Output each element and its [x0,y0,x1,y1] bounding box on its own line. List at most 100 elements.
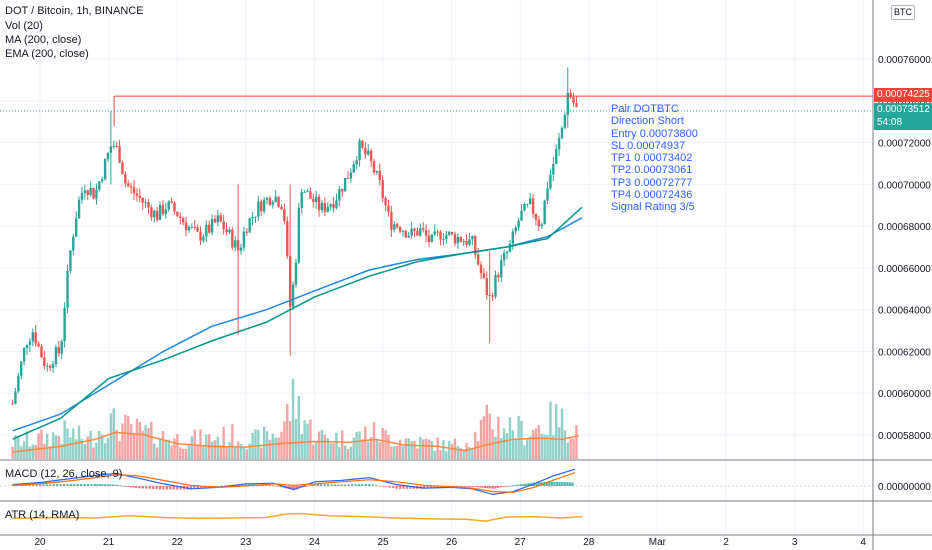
candle-body [320,203,324,211]
volume-bar [514,439,517,459]
candle-body [219,215,222,222]
macd-histogram-bar [514,484,518,486]
candle-body [540,224,543,227]
candle [436,229,439,237]
candle [103,158,107,181]
candle [40,343,43,358]
price-tick-label: 0.00058000 [878,431,931,442]
macd-histogram-bar [49,484,52,486]
volume-bar [355,431,358,459]
volume-bar [11,446,14,459]
volume-bar [286,403,289,459]
candle-body [251,216,254,219]
candle-body [566,92,569,115]
candle [245,228,248,236]
candle-body [164,209,168,215]
candle-body [352,164,355,173]
candle-body [153,210,156,218]
volume-bar [14,435,17,459]
candle-body [147,202,150,208]
candle [225,222,228,236]
volume-bar [575,425,578,459]
candle-body [450,231,454,235]
candle [465,234,468,248]
volume-bar [190,436,194,459]
ema-legend[interactable]: EMA (200, close) [5,48,89,60]
candle [453,231,457,247]
macd-legend[interactable]: MACD (12, 26, close, 9) [5,468,123,480]
volume-bar [239,444,243,459]
macd-histogram-bar [316,483,319,486]
macd-histogram-bar [290,486,293,490]
candle [213,214,217,224]
volume-bar [127,416,130,459]
volume-bar [277,437,280,459]
macd-histogram-bar [558,481,561,486]
candle [424,224,428,243]
macd-histogram-bar [145,486,148,489]
macd-histogram-bar [347,484,350,486]
candle-body [459,236,462,242]
candle [60,339,63,359]
candle-body [196,227,199,232]
volume-bar [462,450,465,459]
volume-bar [557,427,561,459]
candle [329,203,332,211]
macd-histogram-bar [473,486,476,487]
macd-histogram-bar [56,484,59,486]
macd-histogram-bar [429,486,433,489]
candle [378,163,382,186]
candle [176,211,179,217]
candle-body [43,357,46,367]
volume-bar [468,447,471,459]
volume-bar [572,438,575,459]
currency-badge[interactable]: BTC [891,5,915,20]
candle-body [86,190,89,195]
candle [57,341,61,357]
volume-bar [294,419,298,459]
candle-body [28,341,32,345]
vol-legend[interactable]: Vol (20) [5,20,43,32]
volume-bar [242,447,246,459]
candle-body [265,198,269,200]
candle [312,193,315,208]
candle-body [505,251,509,254]
candle-body [314,196,318,203]
candle [502,249,506,267]
atr-legend[interactable]: ATR (14, RMA) [5,509,80,521]
time-tick-label: 23 [240,537,252,548]
candle-body [155,210,159,220]
volume-bar [375,439,379,459]
candle-body [173,202,176,212]
candle-body [118,146,121,163]
candle [219,212,222,223]
candle-body [17,375,20,392]
candle [20,361,23,380]
volume-bar [448,440,451,459]
candle [448,230,451,236]
candle [526,203,529,208]
candle [141,197,144,210]
macd-histogram-bar [494,486,497,489]
candle-body [306,191,309,193]
volume-bar [343,445,347,459]
volume-bar [508,417,512,459]
volume-bar [445,450,448,459]
volume-bar [199,429,202,459]
signal-rating: Signal Rating 3/5 [611,201,695,214]
macd-histogram-bar [405,486,409,489]
candle [332,196,335,213]
ma-legend[interactable]: MA (200, close) [5,34,82,46]
candle-body [40,346,43,358]
time-tick-label: 2 [723,537,729,548]
candle [274,189,277,203]
macd-histogram-bar [213,486,217,487]
macd-histogram-bar [73,483,76,486]
candle-body [534,213,538,220]
candle [369,148,373,167]
macd-histogram-bar [327,484,330,486]
candle [427,229,431,248]
volume-bar [248,443,251,459]
candle [572,92,575,107]
